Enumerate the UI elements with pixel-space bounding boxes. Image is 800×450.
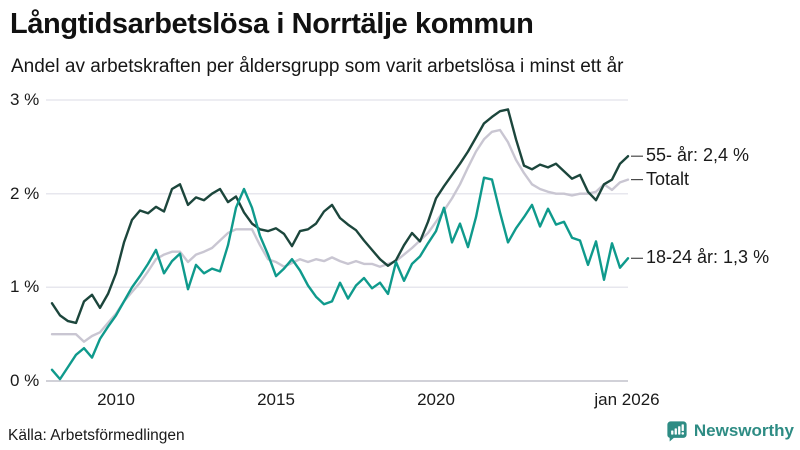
chart-subtitle: Andel av arbetskraften per åldersgrupp s… <box>11 56 624 77</box>
newsworthy-brand-text: Newsworthy <box>693 421 794 440</box>
x-axis-tick-jan-2026: jan 2026 <box>594 390 660 409</box>
y-axis-tick-2: 2 % <box>10 184 40 203</box>
newsworthy-logo-icon <box>667 421 687 442</box>
x-axis-tick-2010: 2010 <box>97 390 135 409</box>
series-label-0: 55- år: 2,4 % <box>646 145 750 166</box>
x-axis-tick-2015: 2015 <box>257 390 295 409</box>
source-label: Källa: Arbetsförmedlingen <box>8 427 185 444</box>
newsworthy-brand: Newsworthy <box>666 420 794 442</box>
y-axis-tick-3: 3 % <box>10 90 40 109</box>
y-axis-tick-1: 1 % <box>10 277 40 296</box>
series-label-2: 18-24 år: 1,3 % <box>646 247 770 268</box>
x-axis-tick-2020: 2020 <box>417 390 455 409</box>
y-axis-tick-0: 0 % <box>10 371 40 390</box>
page-title: Långtidsarbetslösa i Norrtälje kommun <box>10 8 534 40</box>
series-label-1: Totalt <box>646 168 690 189</box>
